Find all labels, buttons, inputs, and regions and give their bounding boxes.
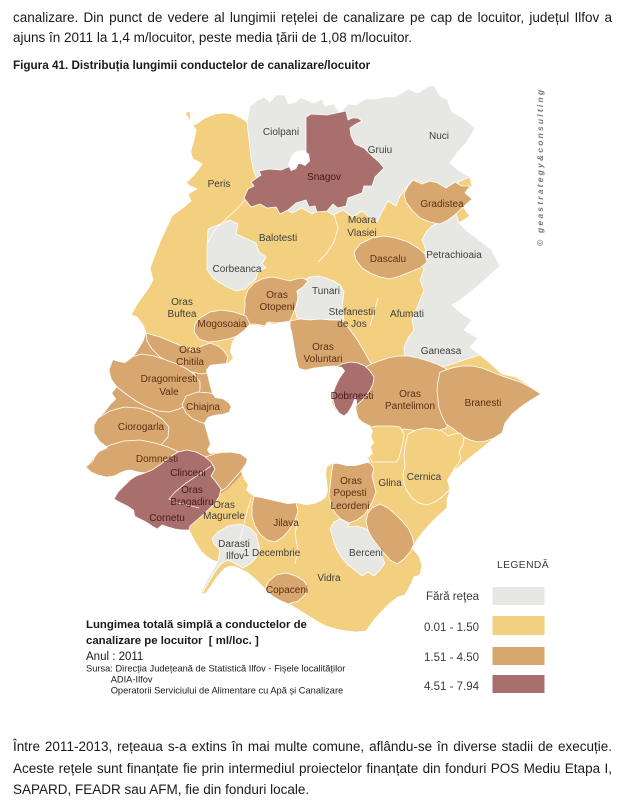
svg-text:ADIA-Ilfov: ADIA-Ilfov xyxy=(111,675,153,685)
svg-text:Jilava: Jilava xyxy=(273,518,299,529)
svg-text:Cornetu: Cornetu xyxy=(149,513,185,524)
svg-text:Sursa: Direcția Județeană de S: Sursa: Direcția Județeană de Statistică … xyxy=(86,664,345,674)
svg-text:Dascalu: Dascalu xyxy=(370,254,406,265)
svg-text:Snagov: Snagov xyxy=(307,172,341,183)
svg-text:Vlasiei: Vlasiei xyxy=(347,228,376,239)
svg-text:Glina: Glina xyxy=(378,478,402,489)
svg-text:Nuci: Nuci xyxy=(429,131,449,142)
svg-text:1.51 - 4.50: 1.51 - 4.50 xyxy=(424,652,479,664)
svg-text:Afumati: Afumati xyxy=(390,309,424,320)
svg-text:Ganeasa: Ganeasa xyxy=(421,346,462,357)
svg-text:Fără reţea: Fără reţea xyxy=(426,591,480,603)
svg-text:Stefanestii: Stefanestii xyxy=(329,307,376,318)
svg-text:Oras: Oras xyxy=(179,345,201,356)
svg-text:Anul : 2011: Anul : 2011 xyxy=(86,651,143,663)
svg-text:Berceni: Berceni xyxy=(349,548,383,559)
svg-text:Petrachioaia: Petrachioaia xyxy=(426,250,482,261)
svg-text:1 Decembrie: 1 Decembrie xyxy=(244,548,301,559)
svg-text:© geastrategy&consulting: © geastrategy&consulting xyxy=(535,88,545,246)
svg-text:Pantelimon: Pantelimon xyxy=(385,401,435,412)
svg-text:Gradistea: Gradistea xyxy=(420,199,464,210)
svg-text:Voluntari: Voluntari xyxy=(304,354,343,365)
svg-text:Oras: Oras xyxy=(181,485,203,496)
svg-text:de Jos: de Jos xyxy=(337,319,366,330)
svg-text:Oras: Oras xyxy=(340,476,362,487)
svg-text:Bragadiru: Bragadiru xyxy=(170,497,213,508)
svg-text:Peris: Peris xyxy=(208,179,231,190)
svg-text:Copaceni: Copaceni xyxy=(266,585,308,596)
svg-text:Otopeni: Otopeni xyxy=(259,302,294,313)
svg-text:Cernica: Cernica xyxy=(407,472,442,483)
svg-text:0.01 - 1.50: 0.01 - 1.50 xyxy=(424,622,479,634)
svg-text:Vale: Vale xyxy=(159,387,179,398)
svg-text:Ciorogarla: Ciorogarla xyxy=(118,422,165,433)
svg-text:Chiajna: Chiajna xyxy=(186,402,220,413)
svg-text:Operatorii Serviciului de Alim: Operatorii Serviciului de Alimentare cu … xyxy=(111,686,344,696)
svg-text:Chitila: Chitila xyxy=(176,357,204,368)
svg-text:4.51 - 7.94: 4.51 - 7.94 xyxy=(424,681,480,693)
svg-text:Ciolpani: Ciolpani xyxy=(263,127,299,138)
svg-text:Corbeanca: Corbeanca xyxy=(213,264,262,275)
svg-text:Mogosoaia: Mogosoaia xyxy=(198,319,247,330)
svg-text:Magurele: Magurele xyxy=(203,511,245,522)
svg-text:Darasti: Darasti xyxy=(218,539,250,550)
svg-text:Domnesti: Domnesti xyxy=(136,454,178,465)
svg-text:Balotesti: Balotesti xyxy=(259,233,297,244)
svg-text:canalizare pe locuitor [ ml/l: canalizare pe locuitor [ ml/loc. ] xyxy=(86,635,259,647)
svg-text:Buftea: Buftea xyxy=(168,309,197,320)
svg-text:Vidra: Vidra xyxy=(317,573,341,584)
svg-text:Moara: Moara xyxy=(348,215,377,226)
svg-text:Gruiu: Gruiu xyxy=(368,145,392,156)
svg-text:Leordeni: Leordeni xyxy=(331,501,370,512)
svg-text:Oras: Oras xyxy=(312,342,334,353)
svg-text:Oras: Oras xyxy=(266,290,288,301)
svg-text:LEGENDĂ: LEGENDĂ xyxy=(497,558,549,571)
svg-text:Tunari: Tunari xyxy=(312,286,340,297)
svg-text:Dragomiresti: Dragomiresti xyxy=(141,374,198,385)
svg-text:Ilfov: Ilfov xyxy=(226,551,244,562)
svg-text:Clinceni: Clinceni xyxy=(170,468,206,479)
svg-text:Popesti: Popesti xyxy=(333,488,366,499)
svg-text:Oras: Oras xyxy=(171,297,193,308)
svg-text:Lungimea totală simplă a condu: Lungimea totală simplă a conductelor de xyxy=(86,619,307,631)
svg-text:Oras: Oras xyxy=(399,389,421,400)
svg-text:Branesti: Branesti xyxy=(465,398,502,409)
svg-text:Oras: Oras xyxy=(213,500,235,511)
svg-text:Dobroesti: Dobroesti xyxy=(331,391,374,402)
